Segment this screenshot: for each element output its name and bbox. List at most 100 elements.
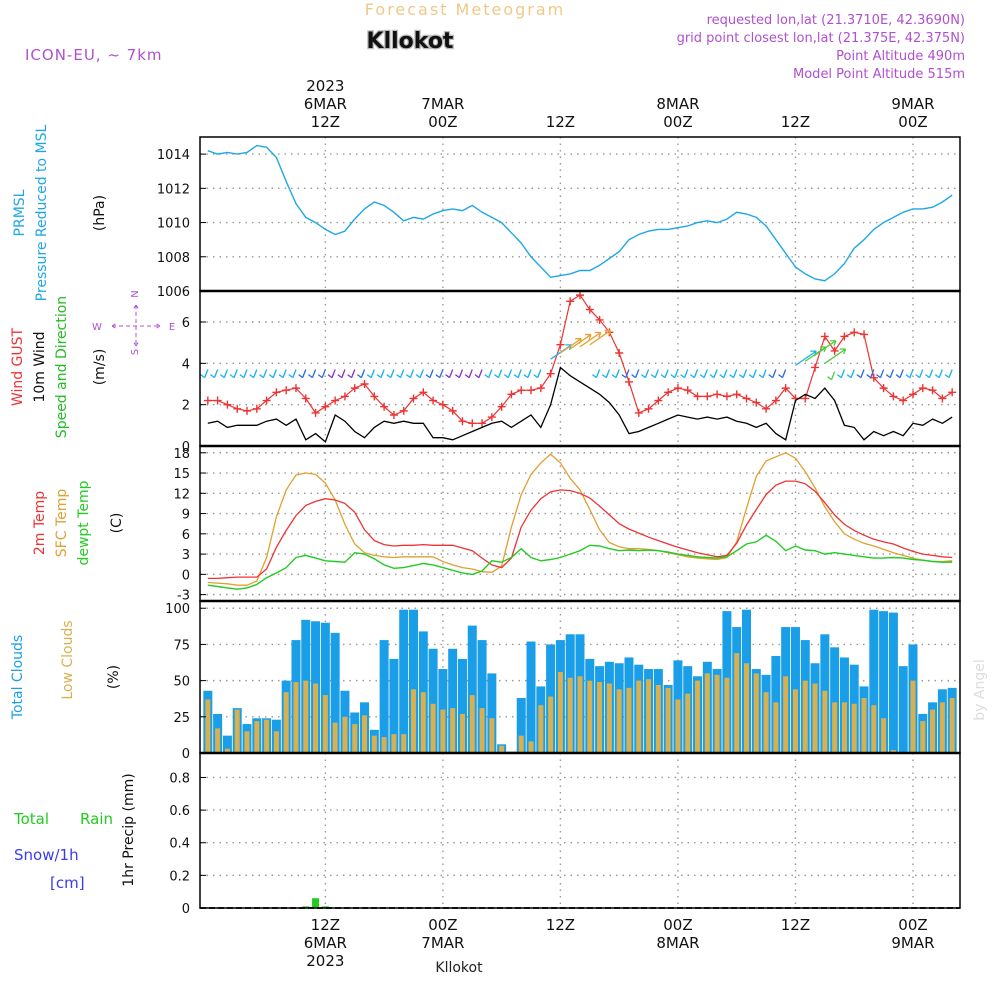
total-clouds-bar — [869, 609, 879, 753]
y-tick-label: 0.4 — [169, 837, 190, 852]
time-axis-bottom-label: 9MAR — [891, 934, 934, 952]
compass-w: W — [92, 322, 102, 333]
low-clouds-bar — [851, 703, 857, 753]
low-clouds-bar — [646, 679, 652, 753]
total-rain-total-label: Total — [13, 810, 49, 828]
sfc-temp-label: SFC Temp — [54, 489, 70, 558]
compass-arrows — [111, 304, 161, 347]
time-axis-bottom-label: 00Z — [898, 916, 927, 934]
time-axis-bottom-label: 12Z — [546, 916, 575, 934]
gust-marker — [830, 346, 839, 355]
y-tick-label: 0 — [182, 902, 190, 917]
gust-marker — [487, 413, 496, 422]
time-axis-top-label: 00Z — [663, 113, 692, 131]
gust-marker — [879, 384, 888, 393]
y-tick-label: 75 — [173, 638, 190, 653]
low-clouds-bar — [538, 705, 544, 753]
wind-direction-arrow — [738, 369, 748, 379]
clouds-unit: (%) — [106, 665, 122, 689]
total-clouds-bar — [879, 611, 889, 753]
y-tick-label: 9 — [182, 508, 190, 523]
gust-marker — [527, 386, 536, 395]
gust-marker — [820, 332, 829, 341]
wind-direction-arrow — [249, 369, 258, 379]
low-clouds-bar — [841, 702, 847, 753]
wind-direction-arrow — [494, 369, 503, 379]
low-clouds-bar — [832, 702, 838, 753]
time-axis-top-label: 2023 — [306, 77, 344, 95]
wind-direction-arrow — [210, 369, 219, 379]
gust-marker — [438, 400, 447, 409]
time-axis-bottom-label: 00Z — [663, 916, 692, 934]
time-axis-top-label: 8MAR — [656, 95, 699, 113]
wind-direction-arrow — [356, 369, 366, 379]
wind-direction-arrow — [268, 369, 277, 379]
gust-marker — [644, 404, 653, 413]
low-clouds-bar — [577, 676, 583, 753]
gust-marker — [507, 390, 516, 399]
wind-direction-arrow — [915, 369, 924, 379]
wind-direction-arrow — [298, 369, 307, 379]
gust-marker — [673, 384, 682, 393]
total-clouds-bar — [888, 612, 898, 753]
wind-direction-arrow — [611, 369, 620, 379]
low-clouds-bar — [322, 695, 328, 753]
y-tick-label: 2 — [182, 399, 190, 414]
gust-marker — [311, 408, 320, 417]
wind-direction-arrow — [278, 369, 287, 379]
wind-direction-arrow — [366, 369, 375, 379]
gust-marker — [948, 388, 957, 397]
time-axis-top-label: 00Z — [898, 113, 927, 131]
gust-marker — [389, 411, 398, 419]
low-clouds-bar — [949, 697, 955, 753]
wind-direction-arrow — [895, 369, 904, 379]
wind-direction-arrow — [944, 369, 953, 379]
gust-marker — [840, 332, 849, 341]
low-clouds-bar — [342, 716, 348, 753]
low-clouds-bar — [371, 735, 377, 753]
wind-direction-arrow — [503, 369, 513, 379]
gust-marker — [213, 396, 222, 405]
wind-direction-arrow — [866, 369, 875, 379]
wind-direction-arrow — [464, 369, 473, 379]
temp2m-line — [207, 480, 953, 580]
y-tick-label: 18 — [173, 447, 190, 462]
time-axis-top-label: 6MAR — [304, 95, 347, 113]
wind-direction-arrow — [719, 369, 728, 379]
y-tick-label: 1006 — [157, 285, 190, 300]
low-clouds-bar — [773, 702, 779, 753]
low-clouds-bar — [930, 709, 936, 753]
low-clouds-bar — [920, 721, 926, 753]
time-axis-top-label: 7MAR — [421, 95, 464, 113]
low-clouds-bar — [254, 721, 260, 753]
low-clouds-bar — [685, 693, 691, 753]
watermark: by Angel — [972, 659, 988, 720]
wind-direction-arrow — [814, 340, 837, 356]
wind-direction-arrow — [513, 369, 522, 379]
wind-direction-arrow — [748, 369, 757, 379]
wind-direction-arrow — [827, 371, 836, 381]
gust-marker — [291, 384, 300, 393]
low-clouds-bar — [704, 673, 710, 753]
low-clouds-bar — [215, 728, 221, 753]
gust-marker — [576, 291, 584, 300]
low-clouds-bar — [734, 653, 740, 753]
wind-direction-arrow — [621, 369, 630, 379]
low-clouds-bar — [675, 699, 681, 753]
gust-marker — [683, 386, 692, 395]
wind-direction-arrow — [579, 331, 602, 348]
low-clouds-bar — [881, 718, 887, 753]
y-tick-label: 1014 — [157, 148, 190, 163]
wind-direction-arrow — [474, 369, 483, 379]
wind-direction-arrow — [660, 369, 669, 379]
gust-marker — [556, 340, 565, 349]
y-tick-label: 0.6 — [169, 804, 190, 819]
low-clouds-bar — [763, 692, 769, 753]
pressure-line — [207, 144, 953, 282]
wind-direction-arrow — [445, 369, 454, 379]
gust-marker — [233, 404, 242, 413]
wind-direction-arrow — [934, 369, 943, 379]
gust-marker — [781, 384, 790, 393]
gust-marker — [399, 406, 408, 415]
